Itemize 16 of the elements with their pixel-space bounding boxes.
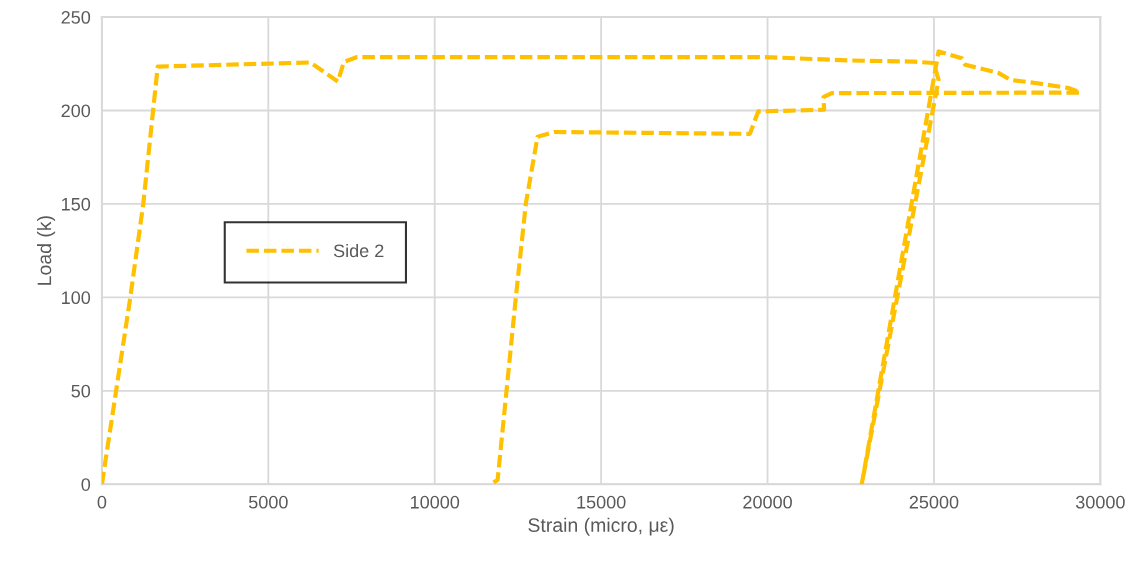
x-tick-label: 30000: [1075, 495, 1125, 509]
x-tick-label: 20000: [743, 495, 792, 509]
x-tick-label: 15000: [577, 495, 626, 509]
y-tick-label: 50: [71, 384, 91, 398]
x-tick-label: 0: [97, 495, 107, 509]
y-tick-label: 250: [61, 11, 91, 24]
y-tick-label: 100: [62, 291, 91, 305]
x-tick-label: 5000: [248, 495, 288, 509]
y-tick-label: 150: [62, 197, 91, 211]
y-axis-title: Load (k): [36, 216, 56, 285]
legend-label: Side 2: [333, 243, 384, 258]
x-tick-label: 10000: [410, 495, 460, 509]
y-tick-label: 200: [61, 104, 91, 118]
x-axis-title: Strain (micro, με): [528, 517, 674, 536]
y-tick-label: 0: [81, 478, 91, 491]
x-tick-label: 25000: [909, 495, 959, 509]
